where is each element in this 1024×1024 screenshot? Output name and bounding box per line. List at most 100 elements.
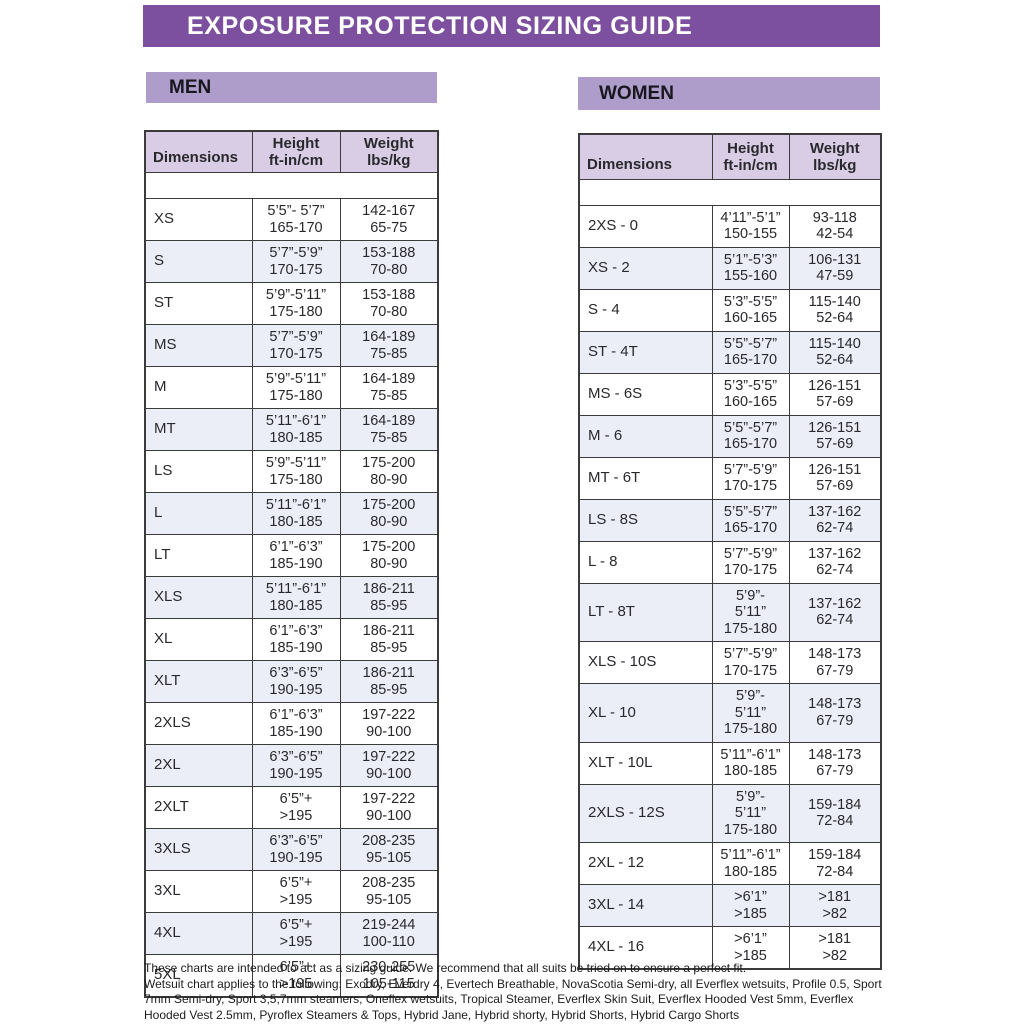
size-row: 3XL - 14 >6’1” >185 >181 >82	[578, 884, 882, 927]
size-row: M 5’9”-5’11” 175-180 164-189 75-85	[144, 366, 439, 409]
women-band-label: WOMEN	[578, 178, 882, 206]
weight-cell: 208-235 95-105	[339, 870, 439, 913]
weight-cell: 126-151 57-69	[788, 414, 882, 458]
weight-cell: 186-211 85-95	[339, 660, 439, 703]
size-cell: ST	[144, 282, 253, 325]
weight-unit-label: lbs/kg	[367, 152, 411, 169]
men-band-label: MEN	[144, 172, 439, 199]
height-cell: >6’1” >185	[711, 926, 790, 970]
weight-cell: 186-211 85-95	[339, 576, 439, 619]
size-row: 2XL 6’3”-6’5” 190-195 197-222 90-100	[144, 744, 439, 787]
height-cell: 5’11”-6’1” 180-185	[711, 741, 790, 785]
height-cell: 5’11”-6’1” 180-185	[251, 408, 341, 451]
women-band-row: WOMEN	[578, 178, 882, 206]
section-header-men: MEN	[146, 72, 437, 103]
weight-label: Weight	[363, 135, 414, 152]
height-cell: >6’1” >185	[711, 884, 790, 927]
weight-cell: 230-255 105-115	[339, 954, 439, 998]
size-cell: 3XLS	[144, 828, 253, 871]
weight-cell: 219-244 100-110	[339, 912, 439, 955]
size-row: 4XL 6’5”+ >195 219-244 100-110	[144, 912, 439, 955]
size-row: MT - 6T 5’7”-5’9” 170-175 126-151 57-69	[578, 456, 882, 500]
weight-cell: 164-189 75-85	[339, 408, 439, 451]
height-cell: 5’9”-5’11”175-180	[711, 783, 790, 843]
size-cell: M - 6	[578, 414, 713, 458]
weight-cell: 153-188 70-80	[339, 240, 439, 283]
size-row: XLT 6’3”-6’5” 190-195 186-211 85-95	[144, 660, 439, 703]
size-cell: LT - 8T	[578, 582, 713, 642]
size-cell: L - 8	[578, 540, 713, 584]
height-cell: 5’5”-5’7” 165-170	[711, 330, 790, 374]
size-cell: MT - 6T	[578, 456, 713, 500]
size-row: XL - 10 5’9”- 5’11” 175-180 148-173 67-79	[578, 683, 882, 743]
height-cell: 5’9”-5’11”175-180	[711, 683, 790, 743]
size-row: 3XLS 6’3”-6’5” 190-195 208-235 95-105	[144, 828, 439, 871]
height-cell: 6’1”-6’3” 185-190	[251, 618, 341, 661]
height-cell: 5’9”-5’11”175-180	[251, 450, 341, 493]
size-cell: LS	[144, 450, 253, 493]
height-cell: 5’5”-5’7” 165-170	[711, 414, 790, 458]
height-cell: 5’3”-5’5” 160-165	[711, 288, 790, 332]
height-cell: 6’5”+ >195	[251, 786, 341, 829]
size-row: 2XLT 6’5”+ >195 197-222 90-100	[144, 786, 439, 829]
size-cell: S	[144, 240, 253, 283]
men-band-row: MEN	[144, 172, 439, 199]
size-cell: LS - 8S	[578, 498, 713, 542]
size-row: ST 5’9”-5’11” 175-180 153-188 70-80	[144, 282, 439, 325]
height-cell: 5’5”-5’7” 165-170	[711, 498, 790, 542]
size-cell: LT	[144, 534, 253, 577]
weight-cell: 148-173 67-79	[788, 741, 882, 785]
weight-cell: 115-140 52-64	[788, 288, 882, 332]
men-size-table: Dimensions Height ft-in/cm Weight lbs/kg…	[144, 130, 439, 998]
column-header-height: Height ft-in/cm	[711, 133, 790, 180]
height-cell: 5’7”-5’9” 170-175	[711, 540, 790, 584]
size-cell: S - 4	[578, 288, 713, 332]
size-row: LT 6’1”-6’3” 185-190 175-200 80-90	[144, 534, 439, 577]
size-cell: 4XL	[144, 912, 253, 955]
size-row: MS 5’7”-5’9” 170-175 164-189 75-85	[144, 324, 439, 367]
weight-cell: 106-131 47-59	[788, 246, 882, 290]
size-row: LS 5’9”-5’11” 175-180 175-200 80-90	[144, 450, 439, 493]
height-cell: 5’11”-6’1” 180-185	[251, 576, 341, 619]
weight-cell: 142-167 65-75	[339, 198, 439, 241]
size-cell: 2XLT	[144, 786, 253, 829]
weight-cell: 197-222 90-100	[339, 744, 439, 787]
size-cell: XS - 2	[578, 246, 713, 290]
height-cell: 5’7”-5’9” 170-175	[711, 641, 790, 684]
size-row: S - 4 5’3”-5’5” 160-165 115-140 52-64	[578, 288, 882, 332]
page-title: EXPOSURE PROTECTION SIZING GUIDE	[143, 5, 880, 47]
size-cell: L	[144, 492, 253, 535]
size-row: 3XL 6’5”+ >195 208-235 95-105	[144, 870, 439, 913]
weight-cell: 197-222 90-100	[339, 702, 439, 745]
size-row: M - 6 5’5”-5’7” 165-170 126-151 57-69	[578, 414, 882, 458]
footer-disclaimer: These charts are intended to act as a si…	[144, 961, 747, 975]
size-row: ST - 4T 5’5”-5’7” 165-170 115-140 52-64	[578, 330, 882, 374]
weight-cell: 159-184 72-84	[788, 783, 882, 843]
size-row: MT 5’11”-6’1” 180-185 164-189 75-85	[144, 408, 439, 451]
height-unit-label: ft-in/cm	[723, 156, 778, 174]
size-row: 2XL - 12 5’11”-6’1” 180-185 159-184 72-84	[578, 842, 882, 885]
size-cell: 3XL - 14	[578, 884, 713, 927]
column-header-weight: Weight lbs/kg	[339, 130, 439, 173]
height-cell: 6’3”-6’5” 190-195	[251, 744, 341, 787]
column-header-height: Height ft-in/cm	[251, 130, 341, 173]
weight-cell: 137-162 62-74	[788, 498, 882, 542]
size-row: XL 6’1”-6’3” 185-190 186-211 85-95	[144, 618, 439, 661]
weight-cell: 159-184 72-84	[788, 842, 882, 885]
size-row: XLS 5’11”-6’1” 180-185 186-211 85-95	[144, 576, 439, 619]
size-cell: XLS	[144, 576, 253, 619]
size-cell: MS	[144, 324, 253, 367]
weight-cell: 115-140 52-64	[788, 330, 882, 374]
size-row: 4XL - 16 >6’1” >185 >181 >82	[578, 926, 882, 970]
height-cell: 5’7”-5’9” 170-175	[251, 324, 341, 367]
size-cell: 2XLS	[144, 702, 253, 745]
size-cell: XLT - 10L	[578, 741, 713, 785]
women-table-header: Dimensions Height ft-in/cm Weight lbs/kg	[578, 133, 882, 180]
size-cell: 2XS - 0	[578, 204, 713, 248]
height-cell: 5’9”-5’11”175-180	[711, 582, 790, 642]
size-cell: 3XL	[144, 870, 253, 913]
column-header-dimensions: Dimensions	[578, 133, 713, 180]
size-row: XS 5’5”- 5’7” 165-170 142-167 65-75	[144, 198, 439, 241]
weight-label: Weight	[809, 139, 860, 157]
